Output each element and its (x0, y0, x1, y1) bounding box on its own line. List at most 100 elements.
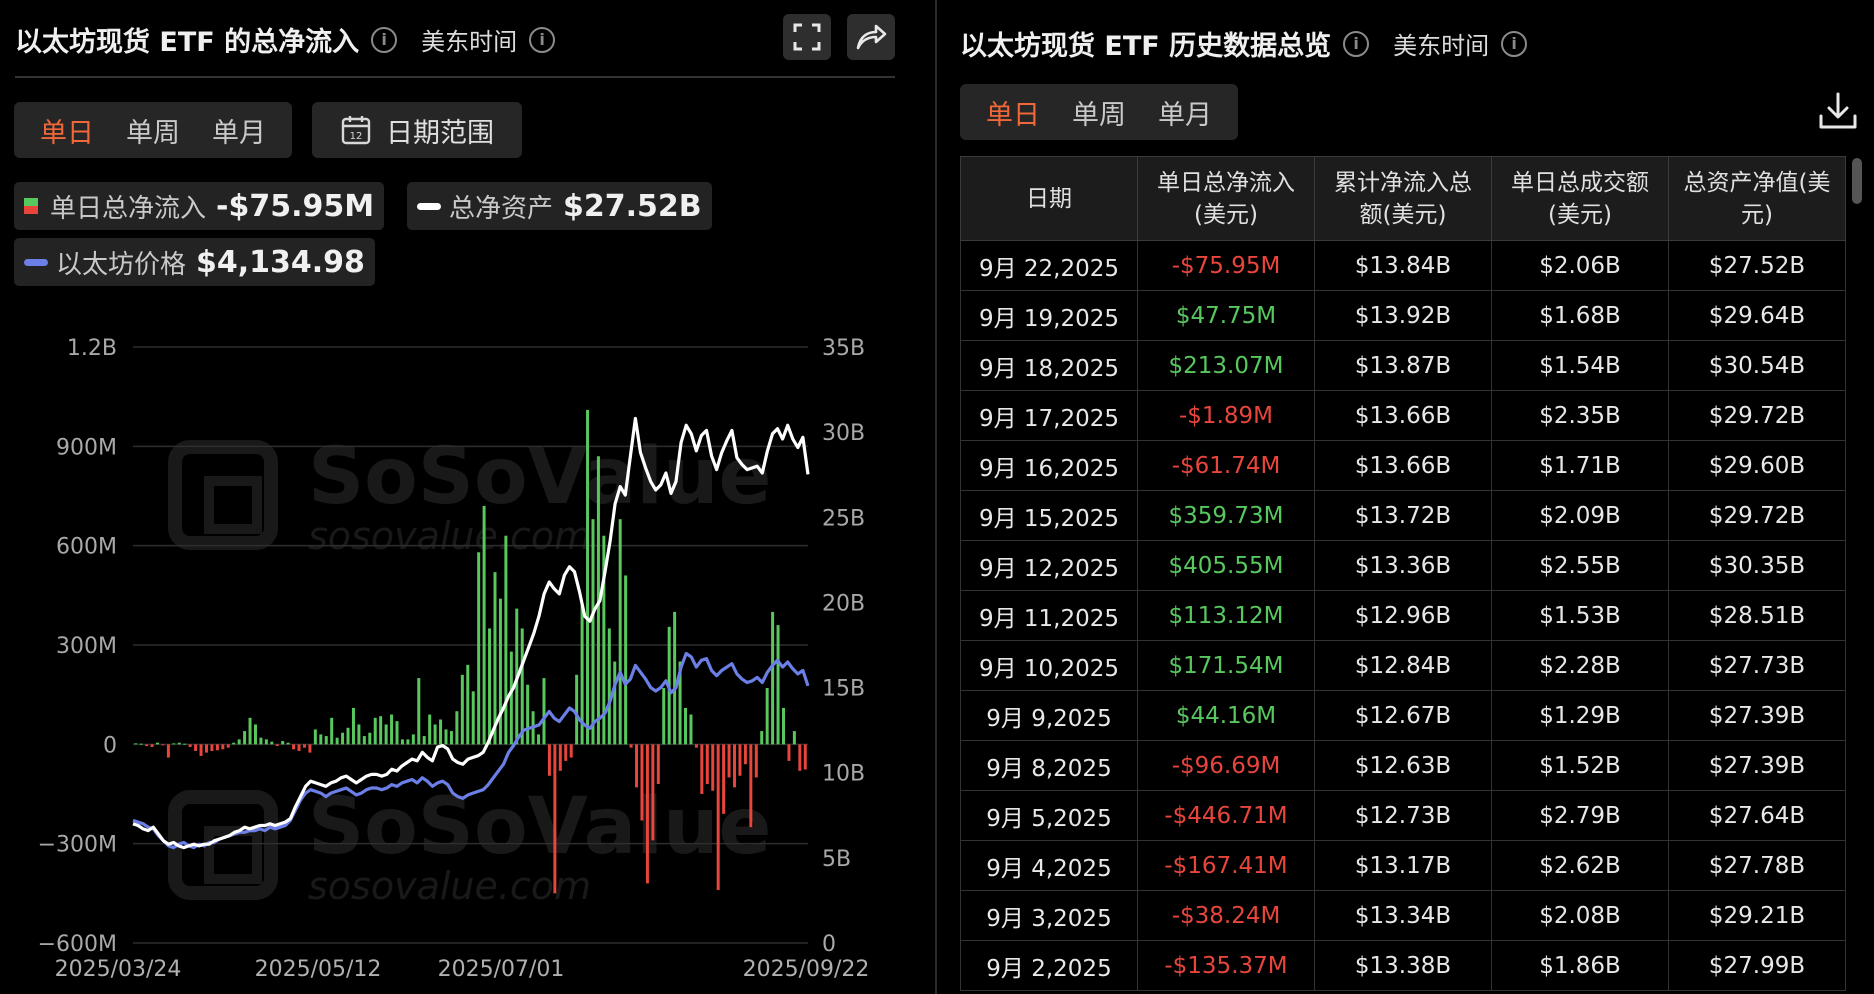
download-icon[interactable] (1817, 90, 1859, 132)
table-cell-nav: $29.60B (1668, 440, 1846, 491)
net-inflow-bar (558, 744, 562, 771)
share-button[interactable] (847, 14, 895, 60)
table-row[interactable]: 9月 22,2025 -$75.95M $13.84B $2.06B $27.52B (960, 240, 1846, 291)
title-divider (15, 76, 895, 78)
net-inflow-bar (319, 734, 323, 745)
table-row[interactable]: 9月 15,2025 $359.73M $13.72B $2.09B $29.72B (960, 490, 1846, 541)
table-row[interactable]: 9月 2,2025 -$135.37M $13.38B $1.86B $27.99B (960, 940, 1846, 991)
history-table-panel: 以太坊现货 ETF 历史数据总览 i 美东时间 i 单日 单周 单月 日期 单日总… (937, 0, 1874, 994)
right-axis-tick-label: 30B (822, 421, 865, 446)
table-row[interactable]: 9月 3,2025 -$38.24M $13.34B $2.08B $29.21B (960, 890, 1846, 941)
timezone-info-icon[interactable]: i (1501, 30, 1528, 57)
table-cell-cum: $12.73B (1314, 790, 1492, 841)
legend-eth-price[interactable]: 以太坊价格 $4,134.98 (14, 238, 375, 286)
net-inflow-bar (422, 736, 426, 745)
table-cell-date: 9月 18,2025 (960, 340, 1138, 391)
table-cell-nav: $29.72B (1668, 490, 1846, 541)
net-inflow-bar (373, 717, 377, 745)
left-axis-tick-label: 0 (103, 733, 117, 758)
net-inflow-bar (237, 739, 241, 745)
table-cell-cum: $12.96B (1314, 590, 1492, 641)
table-cell-net: $359.73M (1137, 490, 1315, 541)
table-cell-date: 9月 4,2025 (960, 840, 1138, 891)
legend-net-inflow[interactable]: 单日总净流入 -$75.95M (14, 182, 385, 230)
timezone-info-icon[interactable]: i (529, 26, 556, 53)
net-inflow-bar (716, 744, 720, 891)
table-row[interactable]: 9月 10,2025 $171.54M $12.84B $2.28B $27.73B (960, 640, 1846, 691)
net-inflow-bar (411, 734, 415, 745)
net-inflow-bar (760, 731, 764, 745)
table-row[interactable]: 9月 5,2025 -$446.71M $12.73B $2.79B $27.64B (960, 790, 1846, 841)
left-axis-tick-label: 900M (56, 435, 117, 460)
left-axis-tick-label: 300M (56, 634, 117, 659)
table-cell-nav: $29.21B (1668, 890, 1846, 941)
table-cell-cum: $13.87B (1314, 340, 1492, 391)
column-header-text: (美元) (1194, 201, 1258, 228)
net-inflow-combo-chart[interactable]: 1.2B 900M 600M 300M 0 −300M −600M 35B 30B 25B 20B 1… (0, 320, 935, 994)
legend-net-assets[interactable]: 总净资产 $27.52B (407, 182, 712, 230)
table-row[interactable]: 9月 4,2025 -$167.41M $13.17B $2.62B $27.78B (960, 840, 1846, 891)
right-axis-tick-label: 5B (822, 847, 851, 872)
table-cell-nav: $27.39B (1668, 740, 1846, 791)
table-cell-vol: $1.53B (1491, 590, 1669, 641)
table-row[interactable]: 9月 16,2025 -$61.74M $13.66B $1.71B $29.60B (960, 440, 1846, 491)
chart-title: 以太坊现货 ETF 的总净流入 (15, 27, 360, 58)
net-inflow-bar (161, 744, 165, 746)
net-inflow-bar (547, 744, 551, 776)
table-cell-cum: $13.72B (1314, 490, 1492, 541)
column-header-text: 总资产净值(美 (1683, 169, 1831, 196)
info-icon[interactable]: i (1343, 30, 1370, 57)
net-inflow-bar (493, 572, 497, 745)
table-period-tabs: 单日 单周 单月 (960, 84, 1238, 140)
column-header: 累计净流入总 额(美元) (1314, 156, 1492, 241)
right-axis-tick-label: 0 (822, 932, 836, 957)
table-cell-date: 9月 22,2025 (960, 240, 1138, 291)
table-cell-nav: $27.39B (1668, 690, 1846, 741)
net-inflow-bar (526, 684, 530, 745)
right-axis-tick-label: 35B (822, 336, 865, 361)
table-row[interactable]: 9月 9,2025 $44.16M $12.67B $1.29B $27.39B (960, 690, 1846, 741)
net-inflow-bar (776, 625, 780, 745)
net-inflow-bar (656, 744, 660, 785)
table-row[interactable]: 9月 11,2025 $113.12M $12.96B $1.53B $28.51B (960, 590, 1846, 641)
table-cell-cum: $13.66B (1314, 390, 1492, 441)
tab-weekly[interactable]: 单周 (126, 117, 180, 149)
table-cell-net: -$96.69M (1137, 740, 1315, 791)
net-inflow-bar (624, 575, 628, 745)
net-inflow-bar (166, 744, 170, 758)
net-inflow-bar (738, 744, 742, 776)
table-cell-cum: $13.92B (1314, 290, 1492, 341)
net-inflow-bar (449, 731, 453, 745)
date-range-label: 日期范围 (386, 117, 494, 149)
net-inflow-bar (324, 736, 328, 745)
table-row[interactable]: 9月 8,2025 -$96.69M $12.63B $1.52B $27.39B (960, 740, 1846, 791)
legend-net-assets-value: $27.52B (563, 188, 702, 224)
table-scrollbar[interactable] (1852, 158, 1862, 204)
table-cell-nav: $30.35B (1668, 540, 1846, 591)
net-inflow-bar (270, 741, 274, 745)
net-inflow-bar (183, 743, 187, 745)
chart-title-row: 以太坊现货 ETF 的总净流入 i 美东时间 i (15, 20, 556, 59)
date-range-button[interactable]: 12 日期范围 (312, 102, 522, 158)
net-inflow-bar (537, 734, 541, 745)
table-cell-vol: $1.52B (1491, 740, 1669, 791)
table-row[interactable]: 9月 12,2025 $405.55M $13.36B $2.55B $30.35B (960, 540, 1846, 591)
net-inflow-bar (455, 711, 459, 745)
net-inflow-bar (232, 742, 236, 745)
net-inflow-bar (792, 731, 796, 745)
table-row[interactable]: 9月 18,2025 $213.07M $13.87B $1.54B $30.54B (960, 340, 1846, 391)
table-cell-net: -$75.95M (1137, 240, 1315, 291)
table-cell-date: 9月 5,2025 (960, 790, 1138, 841)
tab-daily[interactable]: 单日 (40, 117, 94, 149)
table-row[interactable]: 9月 17,2025 -$1.89M $13.66B $2.35B $29.72B (960, 390, 1846, 441)
net-inflow-bar (292, 744, 296, 750)
tab-weekly[interactable]: 单周 (1072, 99, 1126, 131)
fullscreen-button[interactable] (783, 14, 831, 60)
net-inflow-bar (286, 742, 290, 745)
table-row[interactable]: 9月 19,2025 $47.75M $13.92B $1.68B $29.64B (960, 290, 1846, 341)
tab-monthly[interactable]: 单月 (1158, 99, 1212, 131)
info-icon[interactable]: i (371, 26, 398, 53)
net-inflow-bar (134, 743, 138, 745)
tab-monthly[interactable]: 单月 (212, 117, 266, 149)
tab-daily[interactable]: 单日 (986, 99, 1040, 131)
